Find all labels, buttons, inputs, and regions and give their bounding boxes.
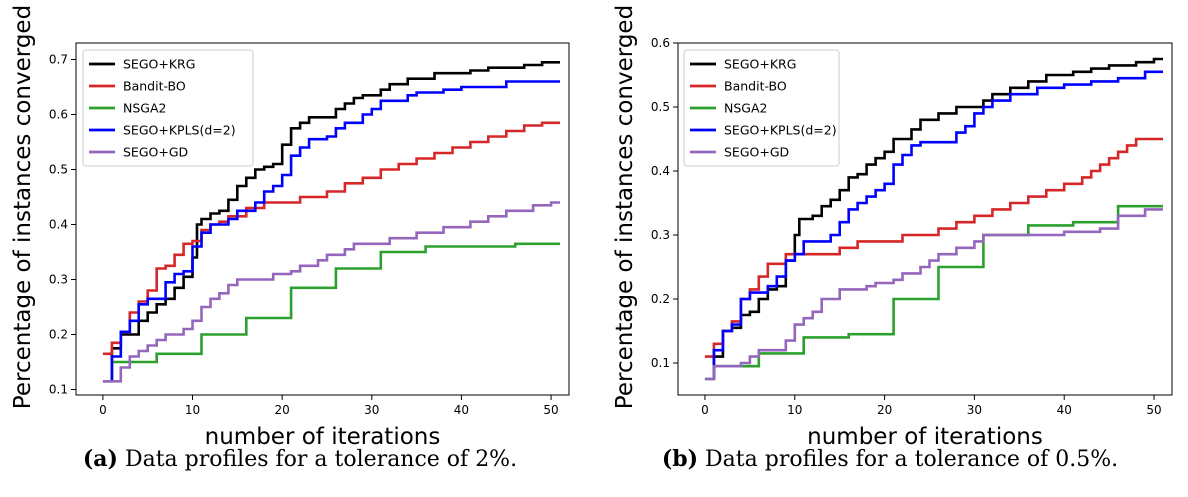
chart-a-ytick-label-1: 0.2 xyxy=(49,328,68,342)
chart-a-ytick-label-0: 0.1 xyxy=(49,383,68,397)
chart-b-xtick-label-2: 20 xyxy=(877,403,892,417)
chart-b-ytick-label-0: 0.1 xyxy=(651,356,670,370)
chart-a-xtick-label-0: 0 xyxy=(99,403,107,417)
chart-a-ytick-label-6: 0.7 xyxy=(49,53,68,67)
chart-b-ytick-label-2: 0.3 xyxy=(651,228,670,242)
chart-b-series-0 xyxy=(712,57,1163,379)
chart-b-legend-label-4: SEGO+GD xyxy=(724,145,789,160)
chart-a-ytick-label-2: 0.3 xyxy=(49,273,68,287)
chart-b: 0 10 20 30 40 50 0.1 0.2 0.3 0.4 0.5 0.6 number of i… xyxy=(612,5,1173,450)
chart-b-xtick-label-3: 30 xyxy=(967,403,982,417)
caption-b-label: (b) xyxy=(661,446,699,472)
chart-a-legend-label-3: SEGO+KPLS(d=2) xyxy=(123,123,236,138)
chart-b-legend-label-2: NSGA2 xyxy=(724,101,767,116)
chart-a-series-0 xyxy=(110,61,560,382)
chart-b-legend-label-3: SEGO+KPLS(d=2) xyxy=(724,123,837,138)
caption-a-text: Data profiles for a tolerance of 2%. xyxy=(117,447,518,472)
chart-b-series-4 xyxy=(704,208,1163,381)
caption-a: (a) Data profiles for a tolerance of 2%. xyxy=(60,446,540,472)
chart-a-legend-label-0: SEGO+KRG xyxy=(123,57,195,72)
chart-a-plot-frame xyxy=(75,42,570,396)
chart-b-xtick-label-4: 40 xyxy=(1057,403,1072,417)
chart-a-ytick-label-3: 0.4 xyxy=(49,218,68,232)
chart-a-xlabel: number of iterations xyxy=(205,424,441,450)
chart-b-xtick-label-0: 0 xyxy=(701,403,709,417)
chart-b-ytick-label-4: 0.5 xyxy=(651,100,670,114)
chart-b-legend-label-1: Bandit-BO xyxy=(724,79,787,94)
chart-a-xtick-label-2: 20 xyxy=(275,403,290,417)
chart-a-legend-box xyxy=(82,49,254,167)
chart-b-legend-box xyxy=(683,49,840,167)
chart-a-ytick-label-5: 0.6 xyxy=(49,108,68,122)
chart-a-xtick-label-5: 50 xyxy=(543,403,558,417)
caption-a-label: (a) xyxy=(82,446,118,472)
chart-b-series-2 xyxy=(704,204,1163,381)
chart-a-xtick-label-1: 10 xyxy=(185,403,200,417)
chart-b-ylabel: Percentage of instances converged xyxy=(612,5,638,409)
chart-b-series-1 xyxy=(704,137,1163,358)
chart-b-legend-label-0: SEGO+KRG xyxy=(724,57,796,72)
chart-b-xlabel: number of iterations xyxy=(807,424,1043,450)
chart-a-ytick-label-4: 0.5 xyxy=(49,163,68,177)
chart-b-xtick-label-5: 50 xyxy=(1146,403,1161,417)
chart-b-ytick-label-5: 0.6 xyxy=(651,36,670,50)
chart-a-xtick-label-4: 40 xyxy=(454,403,469,417)
chart-a: 0 10 20 30 40 50 0.1 0.2 0.3 0.4 0.5 0.6 0.7 number o… xyxy=(10,5,570,450)
chart-a-xtick-label-3: 30 xyxy=(364,403,379,417)
chart-b-series-3 xyxy=(712,70,1163,379)
chart-b-xtick-label-1: 10 xyxy=(787,403,802,417)
chart-a-legend-label-2: NSGA2 xyxy=(123,101,166,116)
chart-b-plot-frame xyxy=(677,42,1173,396)
chart-b-ytick-label-1: 0.2 xyxy=(651,292,670,306)
chart-a-legend-label-4: SEGO+GD xyxy=(123,145,188,160)
caption-b: (b) Data profiles for a tolerance of 0.5… xyxy=(650,446,1130,472)
chart-a-series-4 xyxy=(102,201,560,383)
caption-b-text: Data profiles for a tolerance of 0.5%. xyxy=(698,447,1119,472)
chart-a-ylabel: Percentage of instances converged xyxy=(10,5,36,409)
chart-a-series-2 xyxy=(102,242,560,383)
chart-a-series-3 xyxy=(110,80,560,382)
chart-a-legend-label-1: Bandit-BO xyxy=(123,79,186,94)
chart-b-ytick-label-3: 0.4 xyxy=(651,164,670,178)
